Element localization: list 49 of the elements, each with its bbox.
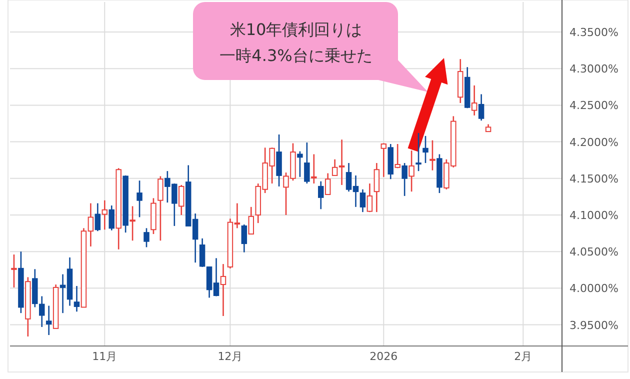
candlestick <box>178 184 184 216</box>
candlestick <box>422 135 428 164</box>
candlestick <box>46 305 52 336</box>
annotation: 一時4.3%台に乗せた <box>220 46 372 65</box>
candlestick <box>74 285 80 312</box>
y-tick-label: 4.0500% <box>570 246 618 259</box>
candlestick <box>220 263 226 317</box>
y-tick-label: 4.1500% <box>570 172 618 186</box>
candlestick <box>430 140 436 171</box>
candlestick <box>241 224 248 253</box>
y-tick-label: 4.3000% <box>570 62 618 76</box>
candlestick <box>248 206 254 235</box>
candlestick <box>471 84 478 116</box>
y-tick-label: 4.1000% <box>570 208 618 222</box>
candlestick <box>199 238 206 268</box>
candlestick <box>130 206 136 242</box>
y-tick-label: 4.2500% <box>570 99 618 112</box>
y-tick-label: 4.2000% <box>570 136 618 149</box>
candlestick <box>416 132 422 172</box>
x-tick-label: 12月 <box>218 350 243 363</box>
candlestick <box>360 188 366 213</box>
candlestick <box>324 172 331 196</box>
candlestick <box>311 154 317 184</box>
candlestick <box>318 180 324 210</box>
candlestick <box>144 228 150 248</box>
x-tick-label: 2026 <box>370 350 398 363</box>
y-tick-label: 3.9500% <box>570 318 618 332</box>
candlestick <box>478 94 484 122</box>
candlestick <box>297 150 303 178</box>
candlestick <box>102 200 108 230</box>
candlestick <box>366 182 373 213</box>
candlestick <box>408 150 414 192</box>
candlestick <box>402 162 408 197</box>
y-tick-label: 4.3500% <box>570 26 618 40</box>
x-tick-label: 2月 <box>514 350 532 363</box>
candlestick <box>374 162 380 213</box>
candlestick <box>108 204 114 232</box>
candlestick <box>394 143 400 169</box>
x-tick-label: 11月 <box>92 350 118 363</box>
candlestick <box>304 142 310 184</box>
candlestick <box>39 296 45 328</box>
annotation: 米10年債利回りは <box>230 20 362 39</box>
candlestick <box>136 180 142 218</box>
candlestick <box>380 142 387 178</box>
candlestick <box>11 254 17 288</box>
candlestick <box>158 176 164 242</box>
candlestick <box>94 202 101 232</box>
candlestick <box>276 134 282 188</box>
y-tick-label: 4.0000% <box>570 282 618 296</box>
